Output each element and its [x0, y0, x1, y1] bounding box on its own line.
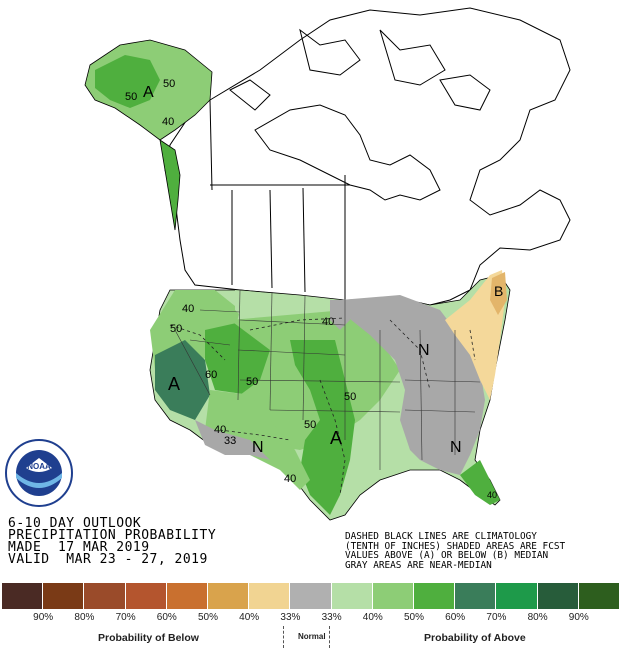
- legend-swatch: [537, 583, 579, 609]
- normal-label: Normal: [298, 632, 326, 641]
- map-label-alaska-50b: 50: [125, 91, 137, 103]
- legend-swatch: [331, 583, 373, 609]
- legend-percent-label: 60%: [156, 612, 177, 623]
- map-label-alaska-a: A: [143, 84, 154, 101]
- map-label-newengland-b: B: [494, 283, 503, 299]
- map-label-tx-a: A: [330, 428, 342, 448]
- legend-percent-label: 60%: [445, 612, 466, 623]
- map-label-utah-50: 50: [246, 376, 258, 388]
- legend-swatch: [578, 583, 621, 609]
- legend-swatch: [208, 583, 250, 609]
- map-label-nevada-60: 60: [205, 369, 217, 381]
- map-label-alaska-50a: 50: [163, 78, 175, 90]
- alaska-region: [84, 39, 213, 231]
- legend-swatch: [249, 583, 291, 609]
- legend-percent-label: 70%: [486, 612, 507, 623]
- legend-note-line2: (TENTH OF INCHES) SHADED AREAS ARE FCST: [345, 540, 566, 552]
- map-label-az-33: 33: [224, 435, 236, 447]
- probability-above-label: Probability of Above: [424, 632, 526, 644]
- legend-percent-label: 33%: [321, 612, 342, 623]
- legend-note: DASHED BLACK LINES ARE CLIMATOLOGY (TENT…: [345, 532, 624, 570]
- legend-percent-labels: 90% 80% 70% 60% 50% 40% 33% 33% 40% 50% 60% 70% 80% 9…: [2, 612, 620, 626]
- legend-percent-label: 50%: [197, 612, 219, 623]
- legend-percent-label: 80%: [527, 612, 548, 623]
- map-label-ms-50: 50: [344, 391, 356, 403]
- land-outlines: [164, 7, 571, 306]
- legend-swatch: [496, 583, 538, 609]
- legend-swatch: [2, 583, 44, 609]
- outlook-title: 6-10 DAY OUTLOOK: [8, 516, 142, 531]
- legend-note-line1: DASHED BLACK LINES ARE CLIMATOLOGY: [345, 531, 537, 542]
- legend-percent-label: 90%: [33, 612, 54, 623]
- map-label-california-a: A: [168, 374, 180, 394]
- legend-percent-label: 80%: [74, 612, 95, 623]
- legend-percent-label: 90%: [568, 612, 589, 623]
- legend-note-line3: VALUES ABOVE (A) OR BELOW (B) MEDIAN: [345, 550, 549, 561]
- outlook-valid-dates: VALID MAR 23 - 27, 2019: [8, 552, 208, 567]
- legend-swatch: [414, 583, 456, 609]
- legend-swatch: [43, 583, 85, 609]
- map-label-ohio-n: N: [418, 342, 430, 359]
- normal-divider-left: [283, 626, 284, 648]
- map-label-west-40: 40: [182, 303, 194, 315]
- map-label-florida-40: 40: [487, 490, 497, 500]
- legend-percent-label: 33%: [280, 612, 301, 623]
- legend-percent-label: 50%: [403, 612, 425, 623]
- map-labels: A 50 50 40 40 50 A 60 50 40 40 33 N 50 A…: [125, 78, 503, 500]
- legend-note-line4: GRAY AREAS ARE NEAR-MEDIAN: [345, 559, 492, 571]
- legend-footer: Probability of Below Normal Probability …: [0, 626, 624, 652]
- map-label-tx-40: 40: [284, 473, 296, 485]
- normal-divider-right: [329, 626, 330, 648]
- legend-color-bar: [2, 583, 621, 609]
- map-label-tx-50: 50: [304, 419, 316, 431]
- legend-percent-label: 70%: [115, 612, 136, 623]
- legend-swatch: [290, 583, 332, 609]
- conus-regions: [149, 270, 511, 521]
- climatology-lines: [169, 317, 476, 496]
- map-label-plains-40: 40: [322, 316, 334, 328]
- map-label-az-40: 40: [214, 424, 226, 436]
- map-label-west-50: 50: [170, 323, 182, 335]
- legend-swatch: [125, 583, 167, 609]
- legend-percent-label: 40%: [239, 612, 260, 623]
- map-label-southeast-n: N: [450, 439, 462, 456]
- outlook-made-date: MADE 17 MAR 2019: [8, 540, 150, 555]
- noaa-logo: NOAA: [5, 439, 73, 507]
- map-label-nm-n: N: [252, 439, 264, 456]
- legend-swatch: [166, 583, 209, 609]
- legend-swatch: [372, 583, 415, 609]
- legend-swatch: [84, 583, 126, 609]
- map-label-alaska-40: 40: [162, 116, 174, 128]
- legend-swatch: [455, 583, 497, 609]
- outlook-subtitle: PRECIPITATION PROBABILITY: [8, 528, 217, 543]
- legend-percent-label: 40%: [362, 612, 383, 623]
- outlook-title-block: 6-10 DAY OUTLOOK PRECIPITATION PROBABILI…: [8, 516, 308, 567]
- probability-below-label: Probability of Below: [98, 632, 199, 644]
- noaa-logo-text: NOAA: [27, 462, 51, 471]
